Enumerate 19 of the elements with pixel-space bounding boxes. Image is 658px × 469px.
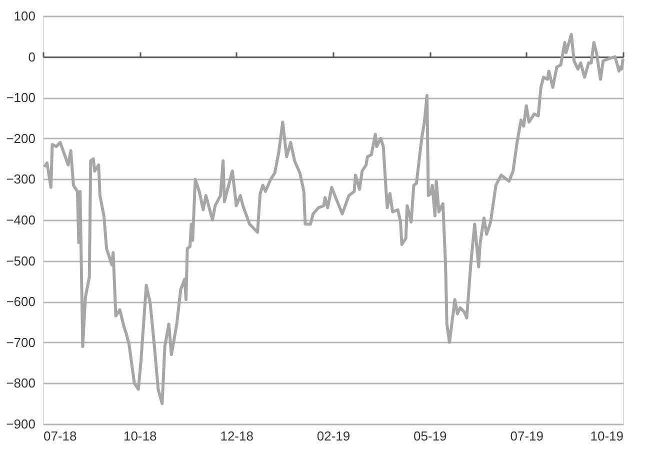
x-tick-label: 10-18 [124,428,157,444]
x-tick-label: 12-18 [220,428,254,444]
x-tick-label: 02-19 [316,428,350,444]
y-tick-label: −600 [6,294,36,310]
x-tick-label: 10-19 [590,428,624,444]
x-tick-label: 07-18 [44,428,77,444]
y-tick-label: 0 [28,49,36,64]
y-tick-label: −800 [6,376,36,391]
line-series [42,32,624,406]
x-tick-label: 07-19 [510,428,544,444]
y-tick-label: −500 [6,253,36,268]
y-tick-label: −300 [6,172,36,187]
y-tick-label: −900 [6,416,36,432]
y-tick-label: −100 [6,90,36,106]
x-tick-label: 05-19 [414,428,447,444]
y-tick-label: −400 [6,212,36,228]
y-tick-label: −200 [6,130,36,146]
y-tick-label: 100 [14,8,36,24]
y-tick-label: −700 [6,334,36,350]
